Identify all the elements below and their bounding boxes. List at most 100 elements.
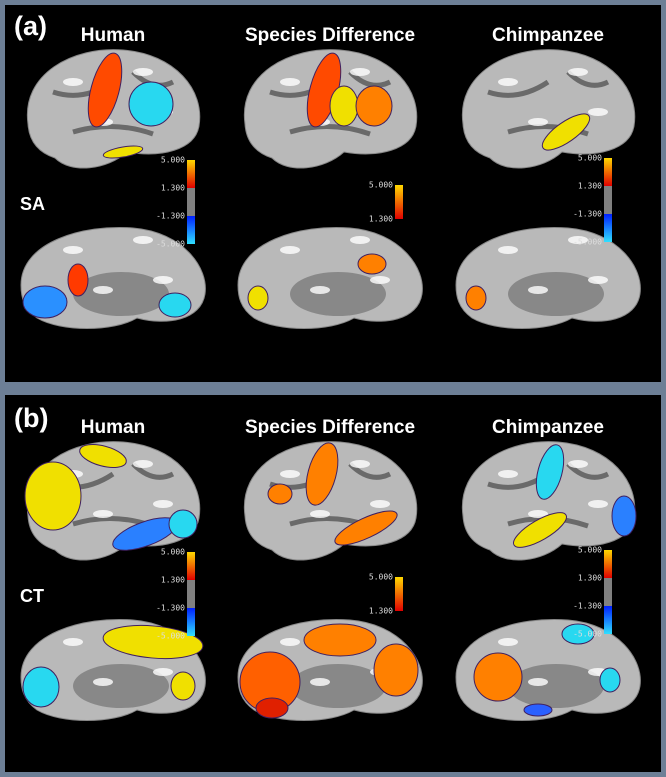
medial-wall bbox=[73, 664, 169, 708]
column-title: Human bbox=[81, 25, 145, 46]
gyrus bbox=[280, 246, 300, 254]
gyrus bbox=[588, 500, 608, 508]
region bbox=[561, 623, 595, 645]
region bbox=[305, 442, 339, 506]
medial-wall bbox=[508, 664, 604, 708]
region bbox=[67, 263, 89, 297]
colorbar-label: 1.300 bbox=[369, 215, 393, 224]
region bbox=[303, 623, 377, 657]
colorbar-hot bbox=[187, 160, 195, 188]
medial-brain bbox=[237, 226, 423, 329]
region bbox=[599, 667, 621, 693]
gyrus bbox=[280, 470, 300, 478]
gyrus bbox=[63, 78, 83, 86]
gyrus bbox=[528, 118, 548, 126]
region bbox=[87, 52, 123, 128]
gyrus bbox=[280, 638, 300, 646]
colorbar-label: 5.000 bbox=[161, 156, 185, 165]
colorbar-label: 5.000 bbox=[369, 181, 393, 190]
region bbox=[79, 444, 127, 468]
gyrus bbox=[498, 246, 518, 254]
medial-brain bbox=[20, 226, 206, 329]
gyrus bbox=[370, 276, 390, 284]
medial-wall bbox=[290, 664, 386, 708]
medial-brain bbox=[20, 618, 206, 721]
colorbar-label: -5.000 bbox=[156, 240, 185, 249]
colorbar-hot bbox=[395, 577, 403, 611]
colorbar-label: -5.000 bbox=[573, 238, 602, 247]
region bbox=[22, 285, 68, 319]
gyrus bbox=[93, 286, 113, 294]
region bbox=[158, 292, 192, 318]
region bbox=[24, 461, 82, 531]
gyrus bbox=[310, 678, 330, 686]
region bbox=[513, 512, 567, 548]
colorbar-label: 1.300 bbox=[161, 576, 185, 585]
gyrus bbox=[93, 678, 113, 686]
region bbox=[465, 285, 487, 311]
gyrus bbox=[350, 236, 370, 244]
colorbar-label: 5.000 bbox=[578, 154, 602, 163]
gyrus bbox=[498, 638, 518, 646]
colorbar-label: 5.000 bbox=[161, 548, 185, 557]
gyrus bbox=[498, 78, 518, 86]
colorbar-label: 5.000 bbox=[578, 546, 602, 555]
colorbar-label: -1.300 bbox=[573, 602, 602, 611]
region bbox=[535, 444, 565, 500]
gyrus bbox=[133, 68, 153, 76]
gyrus bbox=[133, 460, 153, 468]
region bbox=[255, 697, 289, 719]
gyrus bbox=[310, 286, 330, 294]
lateral-brain bbox=[26, 49, 201, 169]
region bbox=[355, 85, 393, 127]
medial-wall bbox=[290, 272, 386, 316]
region bbox=[102, 624, 204, 660]
region bbox=[611, 495, 637, 537]
gyrus bbox=[528, 510, 548, 518]
colorbar-hot bbox=[604, 158, 612, 186]
region bbox=[170, 671, 196, 701]
gyrus bbox=[498, 470, 518, 478]
measure-label: CT bbox=[20, 586, 44, 606]
medial-wall bbox=[508, 272, 604, 316]
lateral-brain bbox=[243, 441, 418, 561]
lateral-brain bbox=[243, 49, 418, 169]
region bbox=[357, 253, 387, 275]
region bbox=[329, 85, 359, 127]
gyrus bbox=[588, 276, 608, 284]
colorbar-cold bbox=[604, 606, 612, 634]
lateral-brain bbox=[461, 441, 637, 561]
column-title: Chimpanzee bbox=[492, 25, 604, 46]
colorbar-label: -5.000 bbox=[573, 630, 602, 639]
region bbox=[22, 666, 60, 708]
region bbox=[247, 285, 269, 311]
colorbar-cold bbox=[187, 608, 195, 636]
gyrus bbox=[528, 678, 548, 686]
region bbox=[373, 643, 419, 697]
column-title: Species Difference bbox=[245, 417, 415, 438]
colorbar-null bbox=[187, 188, 195, 216]
gyrus bbox=[370, 500, 390, 508]
medial-wall bbox=[73, 272, 169, 316]
medial-brain bbox=[237, 618, 423, 721]
region bbox=[267, 483, 293, 505]
colorbar-label: 1.300 bbox=[578, 574, 602, 583]
gyrus bbox=[63, 246, 83, 254]
colorbar-cold bbox=[187, 216, 195, 244]
colorbar-hot bbox=[604, 550, 612, 578]
column-title: Human bbox=[81, 417, 145, 438]
gyrus bbox=[568, 68, 588, 76]
colorbar-label: -5.000 bbox=[156, 632, 185, 641]
measure-label: SA bbox=[20, 194, 45, 214]
gyrus bbox=[153, 276, 173, 284]
medial-brain bbox=[455, 226, 641, 329]
gyrus bbox=[350, 68, 370, 76]
colorbar-null bbox=[187, 580, 195, 608]
column-title: Species Difference bbox=[245, 25, 415, 46]
lateral-brain bbox=[461, 49, 636, 169]
colorbar-label: 1.300 bbox=[161, 184, 185, 193]
colorbar-cold bbox=[604, 214, 612, 242]
region bbox=[128, 81, 174, 127]
gyrus bbox=[310, 510, 330, 518]
